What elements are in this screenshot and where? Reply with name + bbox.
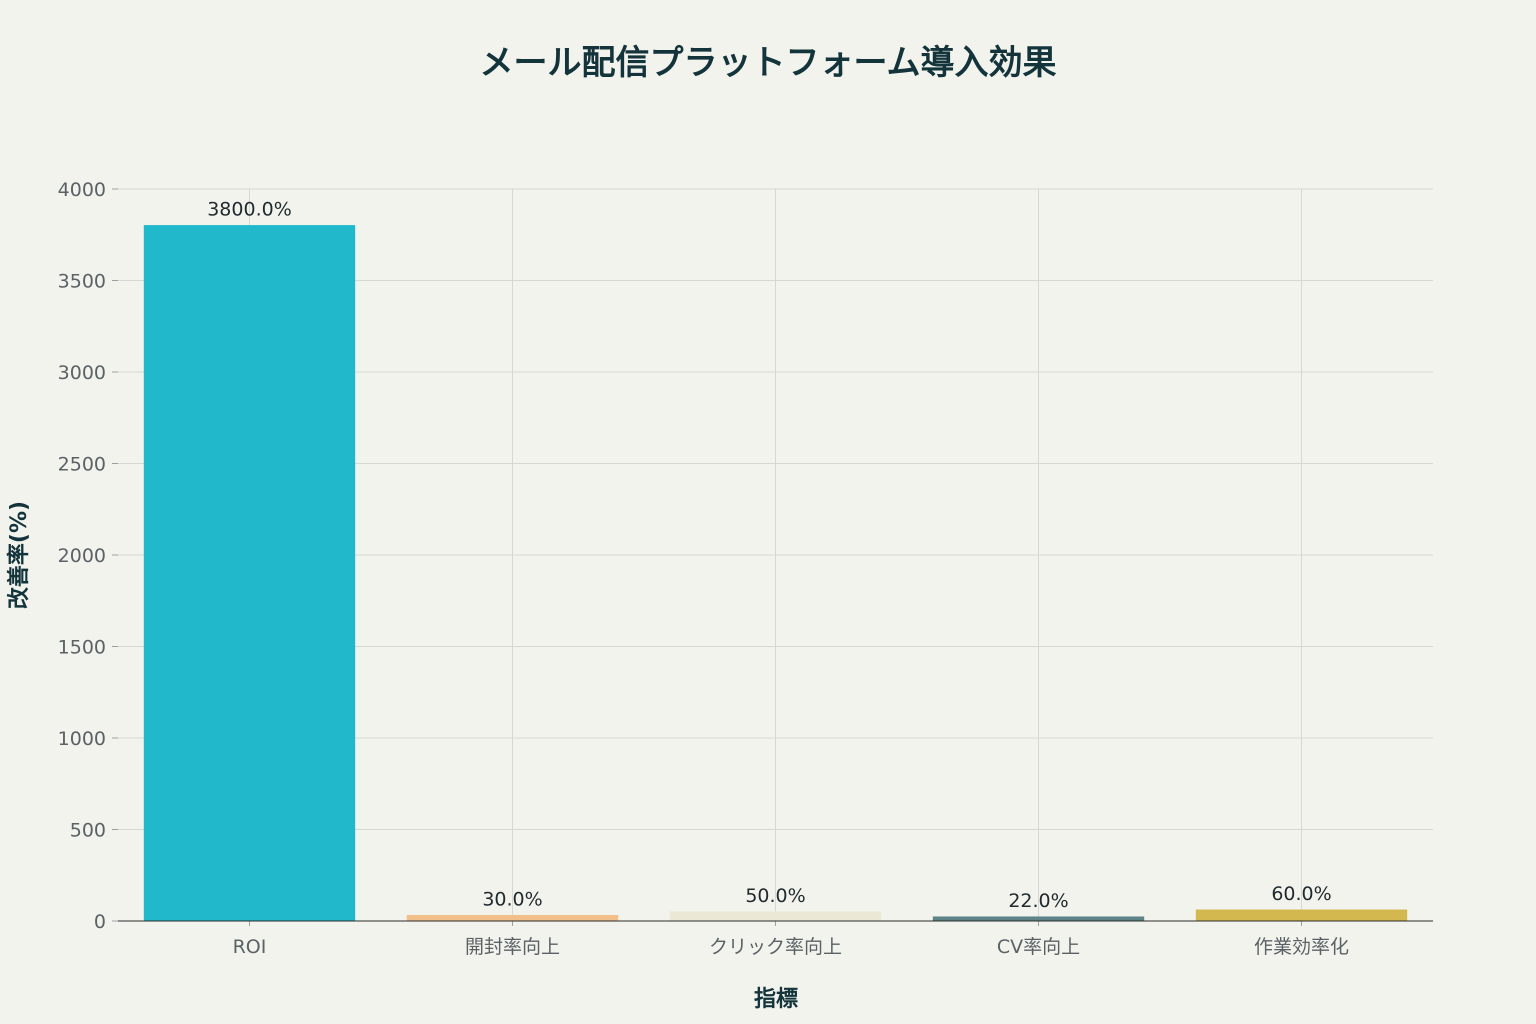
data-label: 3800.0% [207,199,292,221]
y-tick-label: 1000 [58,728,106,750]
data-label: 60.0% [1271,883,1331,905]
bar-0 [143,225,356,922]
bar-3 [932,916,1145,922]
bar-2 [669,911,882,922]
bars [143,225,1408,922]
y-tick-label: 500 [70,820,106,842]
y-tick-label: 1500 [58,637,106,659]
x-axis: ROI 開封率向上 クリック率向上 CV率向上 作業効率化 [118,920,1433,958]
x-tick-label: 作業効率化 [1254,936,1349,958]
y-tick-label: 0 [94,911,106,933]
bar-1 [406,915,619,922]
y-tick-label: 2000 [58,545,106,567]
y-axis-title: 改善率(%) [6,501,32,609]
data-labels: 3800.0% 30.0% 50.0% 22.0% 60.0% [207,199,1331,912]
chart-title: メール配信プラットフォーム導入効果 [480,43,1057,83]
y-tick-label: 3000 [58,362,106,384]
x-tick-label: クリック率向上 [709,936,842,958]
y-tick-label: 3500 [58,271,106,293]
x-tick-label: 開封率向上 [465,936,560,958]
y-axis: 0 500 1000 1500 2000 2500 3000 3500 4000 [58,179,118,933]
y-tick-label: 4000 [58,179,106,201]
y-tick-label: 2500 [58,454,106,476]
data-label: 50.0% [745,885,805,907]
x-tick-label: CV率向上 [997,936,1080,958]
data-label: 30.0% [482,889,542,911]
x-tick-label: ROI [233,936,267,958]
data-label: 22.0% [1008,890,1068,912]
bar-4 [1195,909,1408,922]
x-axis-title: 指標 [754,987,798,1012]
